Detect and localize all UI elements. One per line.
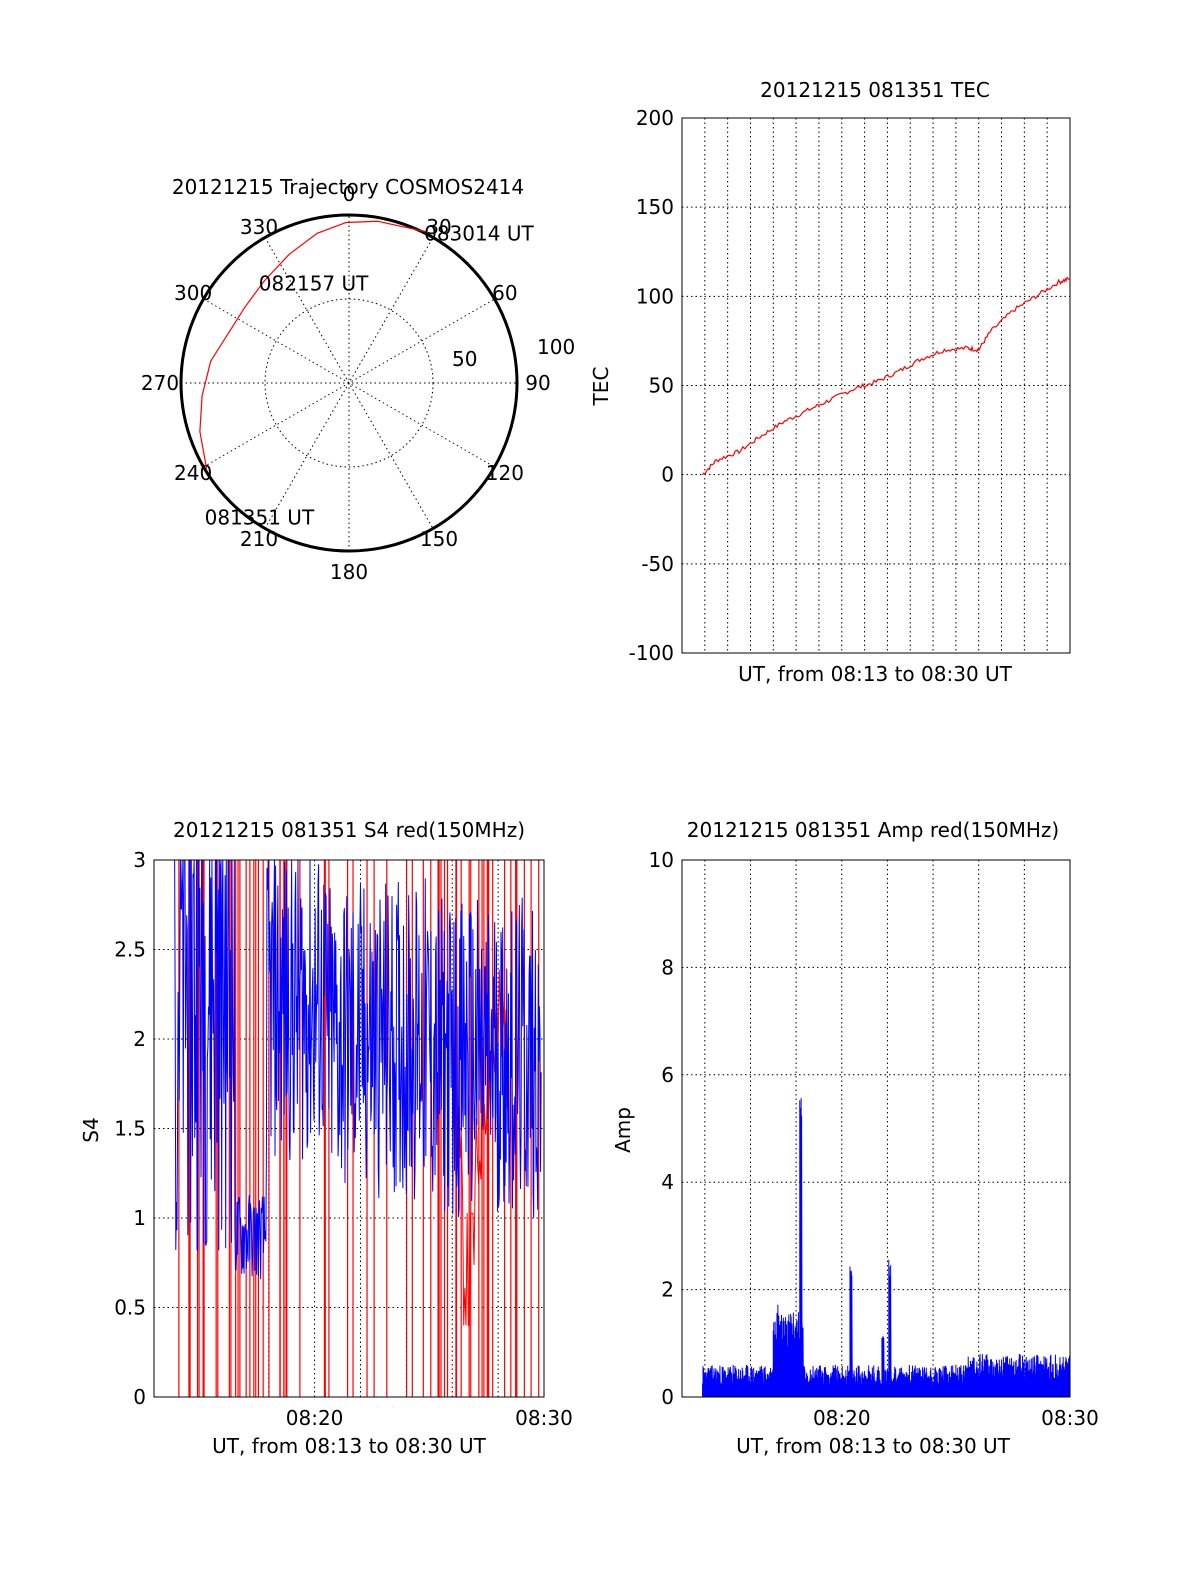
y-tick-label: -50: [641, 552, 674, 576]
amp-panel: 20121215 081351 Amp red(150MHz) 0246810 …: [611, 818, 1099, 1458]
trajectory-annotation: 082157 UT: [259, 271, 369, 295]
polar-azimuth-label: 150: [420, 527, 458, 551]
polar-panel: 20121215 Trajectory COSMOS2414 0 30 60 90 12…: [141, 175, 575, 584]
y-tick-label: 2: [133, 1027, 146, 1051]
trajectory-annotation: 083014 UT: [424, 222, 534, 246]
polar-azimuth-label: 330: [240, 215, 278, 239]
polar-spoke: [264, 237, 434, 529]
amp-frame: [681, 859, 1071, 1398]
polar-title: 20121215 Trajectory COSMOS2414: [172, 175, 524, 199]
polar-grid: [181, 215, 517, 551]
polar-elev-label-100: 100: [537, 335, 575, 359]
y-tick-label: 50: [649, 374, 674, 398]
tec-title: 20121215 081351 TEC: [760, 78, 990, 102]
trajectory-annotation: 081351 UT: [205, 506, 315, 530]
polar-azimuth-label: 210: [240, 527, 278, 551]
y-tick-label: 0: [133, 1385, 146, 1409]
s4-y-label: S4: [79, 1117, 103, 1142]
amp-bars: [702, 1098, 1071, 1398]
y-tick-label: 2: [661, 1278, 674, 1302]
s4-frame: [153, 859, 545, 1398]
trajectory-annotations: 083014 UT 082157 UT 081351 UT: [205, 222, 535, 530]
tec-y-label: TEC: [589, 367, 613, 407]
y-tick-label: 8: [661, 955, 674, 979]
polar-azimuth-label: 90: [525, 371, 550, 395]
amp-y-ticks: 0 2 4 6 8 10: [649, 848, 674, 1409]
amp-x-ticks: 08:20 08:30: [813, 1406, 1099, 1430]
s4-y-ticks: 0 0.5 1 1.5 2 2.5 3: [114, 848, 146, 1409]
y-tick-label: 10: [649, 848, 674, 872]
s4-x-ticks: 08:20 08:30: [286, 1406, 573, 1430]
y-tick-label: 200: [636, 106, 674, 130]
y-tick-label: 0: [661, 463, 674, 487]
tec-panel: 20121215 081351 TEC -100-50050100150200 …: [589, 78, 1071, 686]
y-tick-label: 0: [661, 1385, 674, 1409]
polar-azimuth-label: 60: [492, 281, 517, 305]
polar-azimuth-label: 180: [330, 560, 368, 584]
tec-y-ticks: -100 -50 0 50 100 150 200: [629, 106, 674, 665]
x-tick-label: 08:20: [286, 1406, 344, 1430]
y-tick-label: 1: [133, 1206, 146, 1230]
y-tick-label: 100: [636, 284, 674, 308]
s4-title: 20121215 081351 S4 red(150MHz): [173, 818, 525, 842]
tec-series-line: [702, 276, 1071, 476]
trajectory-line: [199, 220, 427, 469]
tec-grid: [682, 118, 1070, 653]
tec-x-label: UT, from 08:13 to 08:30 UT: [738, 662, 1013, 686]
amp-title: 20121215 081351 Amp red(150MHz): [687, 818, 1059, 842]
s4-x-label: UT, from 08:13 to 08:30 UT: [212, 1434, 487, 1458]
tec-frame: [681, 117, 1071, 654]
y-tick-label: 0.5: [114, 1296, 146, 1320]
s4-series: [174, 859, 542, 1397]
polar-azimuth-label: 30: [426, 215, 451, 239]
polar-azimuth-label: 0: [343, 182, 356, 206]
y-tick-label: -100: [629, 641, 674, 665]
y-tick-label: 150: [636, 195, 674, 219]
amp-x-label: UT, from 08:13 to 08:30 UT: [736, 1434, 1011, 1458]
s4-red-line: [451, 969, 509, 1326]
polar-azimuth-label: 300: [174, 281, 212, 305]
x-tick-label: 08:30: [1041, 1406, 1099, 1430]
polar-outer-circle: [179, 213, 519, 553]
y-tick-label: 4: [661, 1170, 674, 1194]
polar-elev-label-50: 50: [452, 347, 477, 371]
s4-panel: 20121215 081351 S4 red(150MHz) 0 0.5 1 1.5 2…: [79, 818, 573, 1458]
polar-azimuth-label: 270: [141, 371, 179, 395]
y-tick-label: 6: [661, 1063, 674, 1087]
polar-azimuth-label: 120: [486, 461, 524, 485]
amp-series: [702, 1098, 1071, 1398]
x-tick-label: 08:30: [515, 1406, 573, 1430]
y-tick-label: 1.5: [114, 1117, 146, 1141]
y-tick-label: 2.5: [114, 938, 146, 962]
amp-grid: [682, 860, 1070, 1397]
s4-blue-line: [174, 859, 542, 1280]
x-tick-label: 08:20: [813, 1406, 871, 1430]
y-tick-label: 3: [133, 848, 146, 872]
amp-y-label: Amp: [611, 1107, 635, 1153]
